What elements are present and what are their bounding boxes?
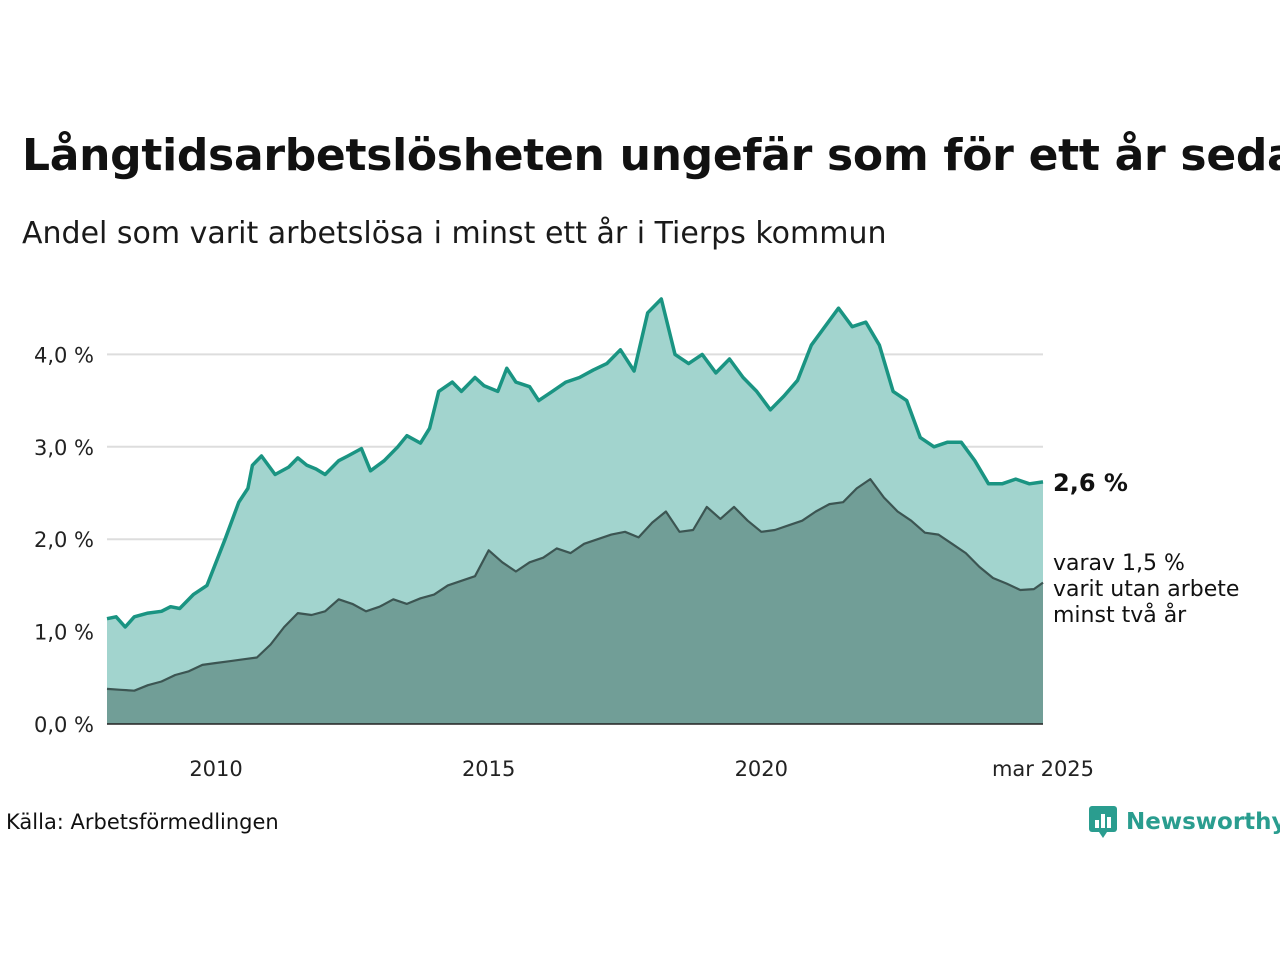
source-note: Källa: Arbetsförmedlingen [6, 810, 279, 834]
x-tick-label: 2010 [189, 757, 242, 781]
chart-subtitle: Andel som varit arbetslösa i minst ett å… [22, 216, 887, 251]
y-tick-label: 2,0 % [34, 528, 94, 552]
newsworthy-logo: Newsworthy [1088, 805, 1280, 839]
long-end-label: varit utan arbete [1053, 577, 1239, 602]
long-area [107, 479, 1043, 724]
y-tick-label: 1,0 % [34, 621, 94, 645]
total-series-line [106, 297, 1044, 629]
y-tick-label: 3,0 % [34, 436, 94, 460]
x-tick-label: 2015 [462, 757, 515, 781]
newsworthy-logo-icon [1089, 806, 1117, 838]
chart-title: Långtidsarbetslösheten ungefär som för e… [22, 130, 1280, 181]
x-tick-label: 2020 [735, 757, 788, 781]
x-tick-label: mar 2025 [992, 757, 1094, 781]
newsworthy-logo-text: Newsworthy [1126, 809, 1280, 835]
long-end-label: minst två år [1053, 602, 1187, 628]
total-end-label: 2,6 % [1053, 469, 1128, 497]
long-end-label: varav 1,5 % [1053, 551, 1185, 576]
y-tick-label: 4,0 % [34, 343, 94, 367]
long-series-line [106, 478, 1044, 692]
y-tick-label: 0,0 % [34, 713, 94, 737]
